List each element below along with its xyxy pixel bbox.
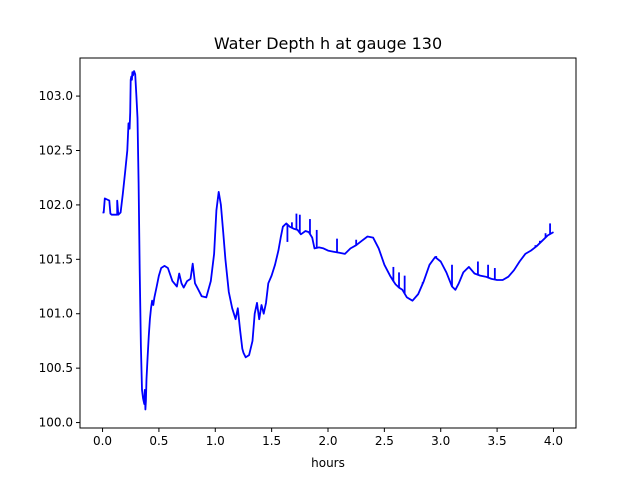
y-tick-label: 101.5 — [39, 252, 73, 266]
x-tick-label: 2.5 — [375, 434, 394, 448]
plot-layer — [102, 70, 554, 411]
y-tick-label: 100.0 — [39, 416, 73, 430]
y-axis: 100.0 100.5 101.0 101.5 102.0 102.5 103.0 — [39, 89, 80, 430]
x-tick-label: 3.5 — [488, 434, 507, 448]
x-axis: 0.0 0.5 1.0 1.5 2.0 2.5 3.0 3.5 4.0 — [93, 428, 563, 448]
plot-area — [80, 58, 576, 428]
x-tick-label: 3.0 — [431, 434, 450, 448]
x-tick-label: 2.0 — [318, 434, 337, 448]
y-tick-label: 103.0 — [39, 89, 73, 103]
x-tick-label: 1.5 — [262, 434, 281, 448]
y-tick-label: 102.5 — [39, 144, 73, 158]
y-tick-label: 100.5 — [39, 361, 73, 375]
chart-title: Water Depth h at gauge 130 — [214, 34, 442, 53]
x-axis-label: hours — [311, 456, 345, 470]
y-tick-label: 101.0 — [39, 307, 73, 321]
series-line-water-depth — [102, 70, 554, 411]
x-tick-label: 0.5 — [149, 434, 168, 448]
x-tick-label: 0.0 — [93, 434, 112, 448]
x-tick-label: 4.0 — [544, 434, 563, 448]
x-tick-label: 1.0 — [206, 434, 225, 448]
y-tick-label: 102.0 — [39, 198, 73, 212]
